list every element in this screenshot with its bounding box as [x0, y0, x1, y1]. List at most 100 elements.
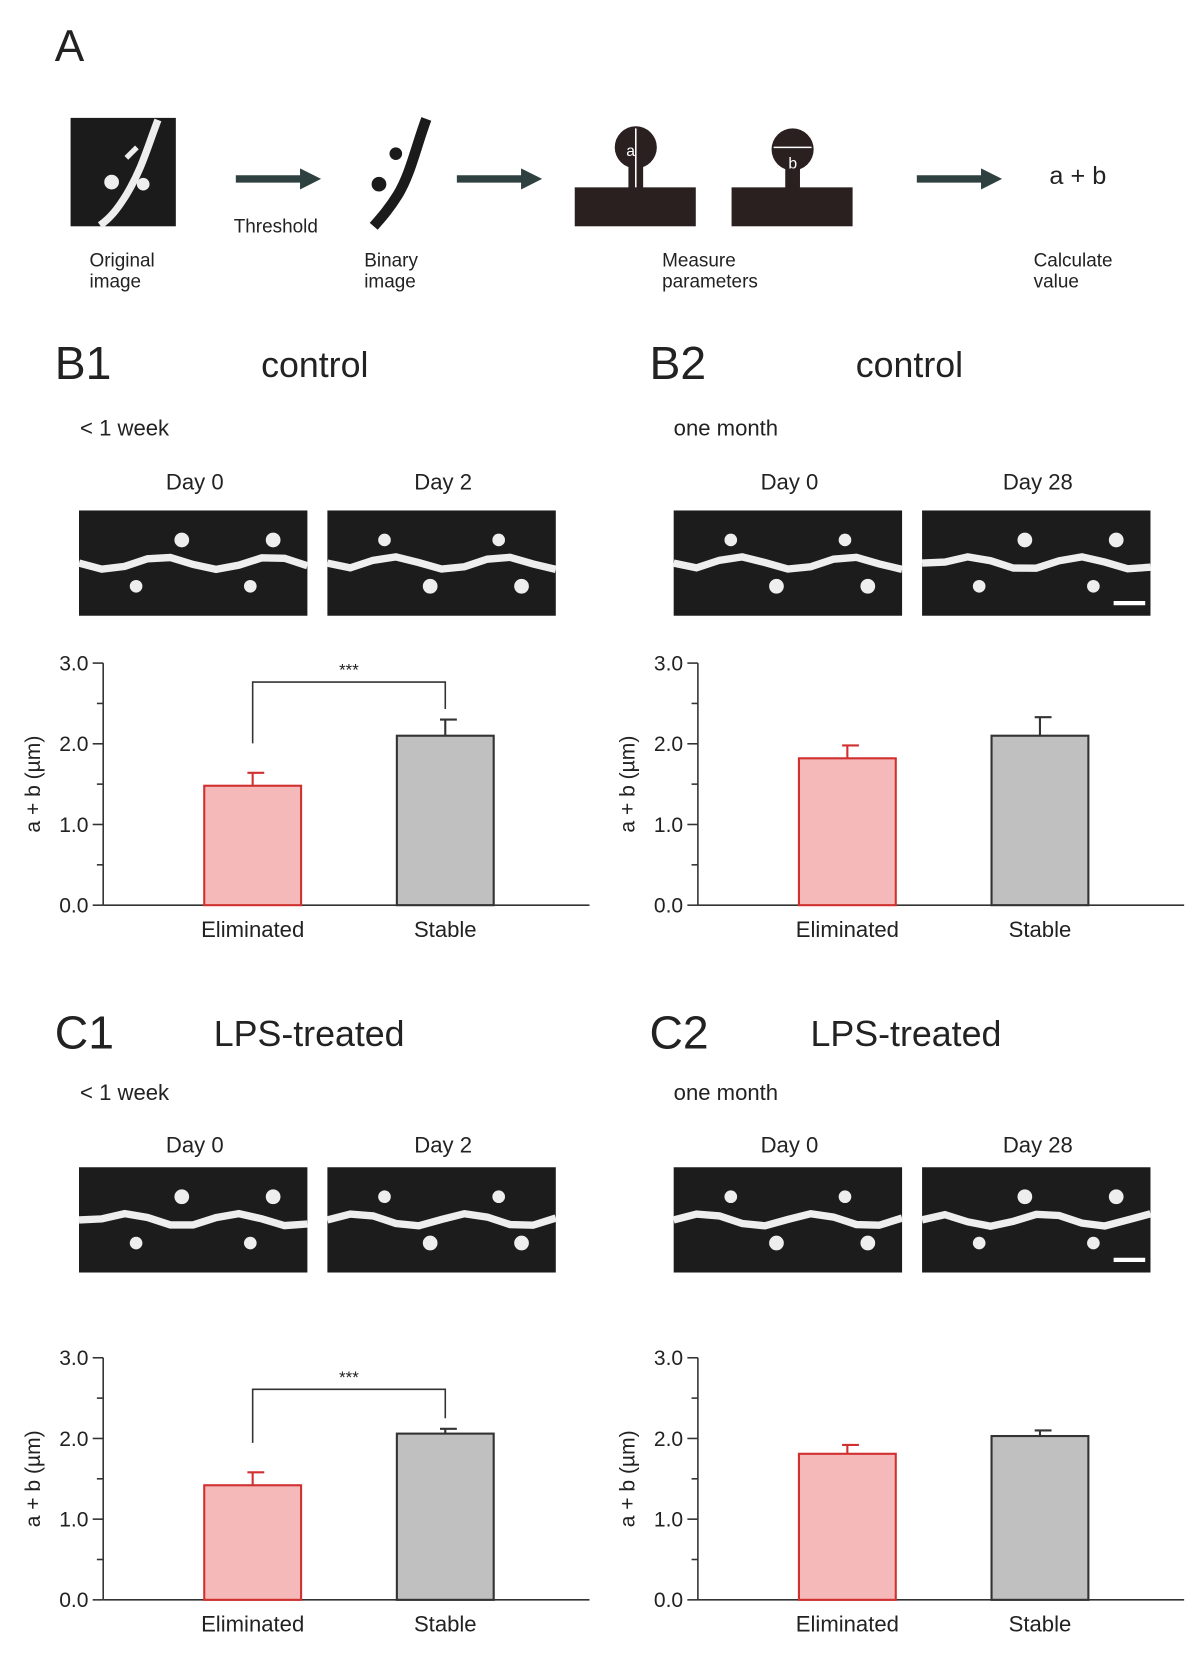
head — [771, 128, 814, 171]
y-tick-label: 0.0 — [654, 1589, 683, 1612]
panel-letter: C2 — [649, 1006, 708, 1058]
spine — [1108, 532, 1124, 548]
spine — [243, 1236, 257, 1250]
binary-spine — [371, 176, 387, 192]
dendrite — [921, 1210, 1152, 1230]
binary-dendrite — [369, 117, 432, 230]
panel-letter: C1 — [55, 1006, 114, 1058]
bar — [990, 734, 1090, 907]
step-label: value — [1034, 271, 1079, 292]
image-label: Day 0 — [761, 1133, 819, 1158]
panel-letter: B1 — [55, 337, 112, 389]
bar — [203, 784, 303, 907]
result: a + b — [1049, 162, 1106, 190]
y-axis-label: a + b (µm) — [617, 736, 640, 833]
spine — [1108, 1189, 1124, 1205]
error-bar — [440, 718, 457, 736]
y-tick-label: 2.0 — [654, 733, 683, 756]
panel-a: A Threshold a b a + b — [55, 22, 1106, 238]
arrow-head — [521, 168, 543, 190]
spine — [492, 1190, 506, 1204]
param-label: a — [626, 143, 635, 160]
subtitle: one month — [674, 416, 778, 441]
spine — [378, 1190, 391, 1204]
arrow-head — [981, 168, 1003, 190]
x-tick-label: Stable — [1009, 917, 1072, 942]
dendrite — [97, 118, 162, 229]
spine — [129, 1236, 143, 1250]
significance-bracket — [251, 681, 447, 744]
spine — [724, 533, 738, 547]
dendrite — [326, 553, 557, 573]
y-tick-label: 3.0 — [654, 652, 683, 675]
step-label: image — [90, 271, 142, 292]
y-axis-label: a + b (µm) — [22, 736, 45, 833]
bar — [990, 1434, 1090, 1601]
image-label: Day 2 — [414, 1133, 472, 1158]
spine — [769, 578, 784, 594]
bar — [395, 1432, 495, 1601]
y-tick-label: 1.0 — [59, 814, 88, 837]
spine — [129, 579, 143, 593]
image-label: Day 28 — [1003, 469, 1073, 494]
subtitle: < 1 week — [80, 1080, 170, 1105]
dendrite — [78, 553, 309, 574]
spine — [422, 1235, 438, 1251]
dendrite — [672, 553, 903, 573]
step-label: Original — [90, 250, 155, 271]
binary-spine — [389, 147, 403, 160]
error-bar — [842, 1443, 859, 1454]
image-label: Day 0 — [761, 469, 819, 494]
spine — [124, 145, 139, 160]
original-image — [70, 117, 176, 227]
spine — [243, 579, 257, 593]
panel-letter: B2 — [649, 337, 706, 389]
panel-title: LPS-treated — [811, 1014, 1002, 1054]
significance-label: *** — [339, 1368, 359, 1387]
error-bar — [247, 771, 265, 786]
y-axis-label: a + b (µm) — [617, 1430, 640, 1527]
error-bar — [440, 1427, 457, 1434]
panel-title: control — [261, 345, 368, 385]
error-bar — [842, 744, 859, 759]
x-tick-label: Stable — [414, 917, 477, 942]
spine — [492, 533, 506, 547]
panel-title: control — [856, 345, 963, 385]
y-tick-label: 2.0 — [59, 733, 88, 756]
image-label: Day 2 — [414, 469, 472, 494]
spine — [769, 1235, 784, 1251]
dendrite — [78, 1209, 308, 1230]
spine — [860, 578, 876, 594]
error-bar — [1034, 1429, 1052, 1437]
step-label: image — [364, 271, 416, 292]
y-tick-label: 1.0 — [654, 1509, 683, 1532]
spine — [838, 533, 852, 547]
y-tick-label: 0.0 — [59, 895, 88, 918]
spine — [514, 1235, 529, 1251]
spine — [1087, 579, 1100, 593]
spine — [265, 1189, 281, 1205]
y-tick-label: 3.0 — [59, 1347, 88, 1370]
spine — [136, 177, 150, 191]
spine — [724, 1190, 738, 1204]
y-tick-label: 0.0 — [654, 895, 683, 918]
spine — [422, 578, 438, 594]
panel-letter: A — [55, 22, 85, 71]
y-tick-label: 1.0 — [654, 814, 683, 837]
y-tick-label: 0.0 — [59, 1589, 88, 1612]
spine — [860, 1235, 876, 1251]
x-tick-label: Stable — [414, 1611, 477, 1636]
subtitle: one month — [674, 1080, 778, 1105]
significance-label: *** — [339, 661, 359, 680]
y-tick-label: 1.0 — [59, 1509, 88, 1532]
bar — [395, 734, 495, 907]
step-label: Binary — [364, 250, 418, 271]
dendrite — [921, 553, 1151, 573]
step-label: parameters — [662, 271, 758, 292]
image-label: Day 0 — [166, 469, 224, 494]
panel-title: LPS-treated — [214, 1014, 405, 1054]
step-label: Calculate — [1034, 250, 1113, 271]
spine — [1017, 532, 1033, 548]
image-label: Day 28 — [1003, 1133, 1073, 1158]
